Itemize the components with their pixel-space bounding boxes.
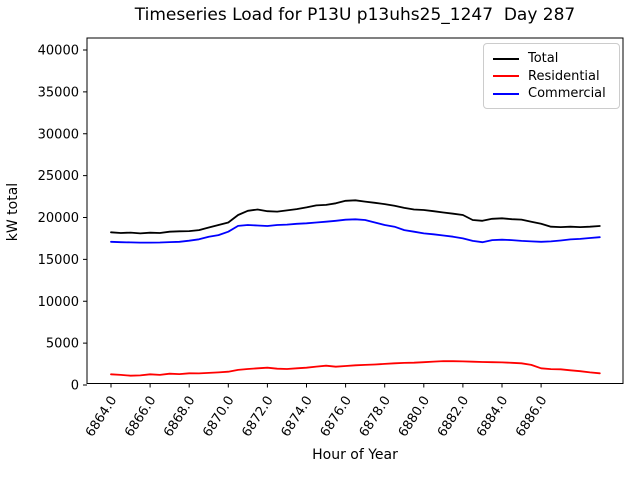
legend-label-total: Total [528,51,559,66]
x-tick-label: 6886.0 [513,394,550,440]
y-tick-label: 10000 [38,295,79,310]
legend-label-commercial: Commercial [528,86,606,101]
y-tick-label: 5000 [46,337,79,352]
x-tick-label: 6882.0 [435,394,472,440]
y-tick-label: 0 [71,379,79,394]
legend: Total Residential Commercial [483,43,620,109]
legend-line-total [493,57,519,60]
x-tick-label: 6866.0 [122,394,159,440]
legend-line-residential [493,75,519,77]
x-tick-label: 6872.0 [239,394,276,440]
chart-title: Timeseries Load for P13U p13uhs25_1247 D… [134,5,576,25]
x-tick-label: 6876.0 [318,394,355,440]
legend-label-residential: Residential [528,68,600,84]
y-tick-label: 20000 [38,211,79,226]
y-tick-label: 15000 [38,253,79,268]
legend-item-commercial: Commercial [493,85,611,102]
legend-item-total: Total [493,50,611,67]
x-tick-label: 6868.0 [161,394,198,440]
x-tick-label: 6864.0 [83,394,120,440]
x-tick-label: 6878.0 [357,394,394,440]
x-tick-label: 6880.0 [396,394,433,440]
legend-line-commercial [493,92,519,95]
y-tick-label: 25000 [38,169,79,184]
legend-item-residential: Residential [493,68,611,85]
y-axis-label: kW total [5,182,21,242]
x-tick-label: 6870.0 [200,394,237,440]
series-line-commercial [110,218,601,244]
y-tick-label: 40000 [38,44,79,59]
y-tick-label: 35000 [38,85,79,100]
y-tick-label: 30000 [38,127,79,142]
series-line-residential [110,360,601,377]
x-tick-label: 6884.0 [474,394,511,440]
x-tick-label: 6874.0 [278,394,315,440]
series-line-total [110,199,601,235]
x-axis-label: Hour of Year [312,447,398,463]
